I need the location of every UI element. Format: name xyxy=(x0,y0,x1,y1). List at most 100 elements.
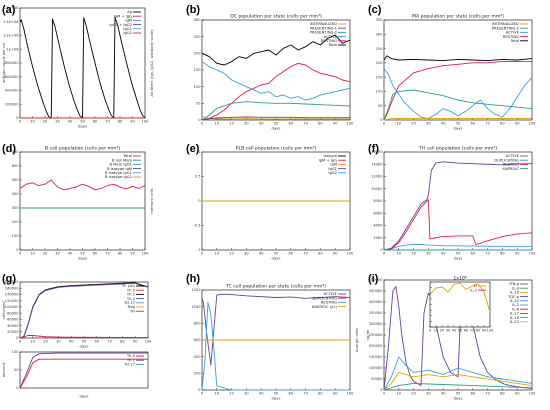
panel-d-ytick-label: 400 xyxy=(12,192,20,196)
panel-d-xtick-label: 70 xyxy=(105,252,110,256)
panel-b-legend-label: Total xyxy=(327,43,337,47)
panel-c-xtick-label: 80 xyxy=(500,122,505,126)
panel-h-xtick-label: 30 xyxy=(244,392,249,396)
panel-b-xtick-label: 100 xyxy=(347,122,355,126)
panel-label: (d) xyxy=(2,143,16,155)
panel-e-ytick-label: 1 xyxy=(198,150,200,154)
panel-h-legend-label: ANERGIC (y2) xyxy=(312,305,338,309)
panel-g-ytick-label: 80000 xyxy=(7,311,19,315)
panel-a-ytick-label: 800000 xyxy=(5,61,19,65)
panel-c-ytick-label: 150 xyxy=(376,75,384,79)
panel-i-inset-title: 1x10⁶ xyxy=(453,276,466,282)
panel-a-ytick-label: 600000 xyxy=(5,75,19,79)
panel-b-ytick-label: 250 xyxy=(194,35,202,39)
panel-i-inset-xtick-label: 20 xyxy=(440,329,445,333)
panel-a-ytick-label: 1.2e+06 xyxy=(3,34,19,38)
panel-i-legend-label: IFN-g xyxy=(509,282,519,286)
panel-g-legend-label: TH xyxy=(129,309,135,313)
panel-d-xtick-label: 30 xyxy=(55,252,60,256)
panel-label: (a) xyxy=(2,4,16,16)
panel-f-xtick-label: 70 xyxy=(485,252,490,256)
panel-i-xtick-label: 20 xyxy=(411,392,416,396)
panel-g: (g) 0 20000 40000 60000 80000 100000 120000 1400… xyxy=(1,273,152,399)
panel-f-legend-label: DUPLICATING xyxy=(494,158,519,162)
panel-a-legend-label: IgM + IgG xyxy=(114,14,132,18)
panel-g-ytick-label: 100000 xyxy=(5,305,19,309)
panel-h-series-active xyxy=(201,293,351,366)
panel-a-xtick-label: 100 xyxy=(142,120,150,124)
panel-e-xtick-label: 50 xyxy=(274,252,279,256)
panel-b-xtick-label: 50 xyxy=(274,122,279,126)
panel-b-legend-label: PRESENTING-2 xyxy=(310,31,337,35)
panel-a: (a) 0 200000 400000 600000 800000 1e+06 1.2e+06… xyxy=(1,4,154,129)
panel-e-ytick-label: 0.5 xyxy=(195,175,201,179)
panel-f-xtick-label: 50 xyxy=(456,252,461,256)
panel-c-xtick-label: 50 xyxy=(456,122,461,126)
panel-d-xtick-label: 0 xyxy=(19,252,22,256)
panel-g-series-th-2 xyxy=(19,282,149,339)
panel-f-title: TH cell population (cells per mm³) xyxy=(418,146,497,152)
panel-b-xtick-label: 30 xyxy=(244,122,249,126)
panel-f-ytick-label: 2000 xyxy=(373,236,383,240)
panel-i-inset-xtick-label: 80 xyxy=(476,329,481,333)
panel-d-ytick-label: 600 xyxy=(12,164,20,168)
panel-c-xtick-label: 20 xyxy=(411,122,416,126)
panel-i-inset-xtick-label: 30 xyxy=(446,329,451,333)
panel-c-legend-label: RESTING xyxy=(503,35,519,39)
panel-d-xtick-label: 60 xyxy=(93,252,98,256)
panel-i-ytick-label: 200000 xyxy=(369,344,383,348)
panel-a-xtick-label: 80 xyxy=(118,120,123,124)
panel-d-ytick-label: 0 xyxy=(16,248,19,252)
panel-h-ytick-label: 1000 xyxy=(191,305,201,309)
panel-e-ytick-label: 0 xyxy=(198,199,201,203)
panel-g-xtick-label: 90 xyxy=(133,340,138,344)
panel-g-ytick-label: 60000 xyxy=(7,318,19,322)
panel-f-legend-label: ANERGIC xyxy=(502,167,519,171)
panel-c-xtick-label: 40 xyxy=(441,122,446,126)
panel-g-inset-legend-label: Th 0 xyxy=(126,354,136,358)
panel-f-legend-label: RESTING xyxy=(503,163,519,167)
panel-c-ytick-label: 350 xyxy=(376,18,384,22)
panel-c-series-presenting-2 xyxy=(383,89,533,121)
panel-i-ytick-label: 400000 xyxy=(369,300,383,304)
panel-f-ytick-label: 12000 xyxy=(371,175,383,179)
panel-a-legend-label: IgG2 xyxy=(123,31,132,35)
panel-h-xlabel: days xyxy=(272,396,281,401)
panel-d-title: B cell population (cells per mm³) xyxy=(45,146,120,152)
panel-g-xtick-label: 0 xyxy=(19,340,22,344)
panel-i-legend-label: IL-23 xyxy=(510,320,520,324)
panel-i-inset-series-d xyxy=(429,282,491,313)
panel-d-legend-label: B isotype IgG1 xyxy=(105,171,132,175)
panel-g-legend-label: Th 2 xyxy=(126,297,135,301)
panel-b-ytick-label: 100 xyxy=(194,85,202,89)
panel-b-legend-label: RESTING xyxy=(321,39,337,43)
panel-i-inset-xtick-label: 70 xyxy=(470,329,475,333)
panel-g-xtick-label: 10 xyxy=(31,340,36,344)
panel-label: (c) xyxy=(368,4,382,16)
panel-a-ytick-label: 0 xyxy=(16,116,19,120)
panel-g-ytick-label: 0 xyxy=(16,336,19,340)
panel-g-xtick-label: 20 xyxy=(43,340,48,344)
panel-i-xtick-label: 80 xyxy=(500,392,505,396)
panel-a-xtick-label: 70 xyxy=(105,120,110,124)
panel-g-ytick-label: 120000 xyxy=(5,299,19,303)
panel-label: (i) xyxy=(368,273,379,285)
panel-h: (h) 0 200 400 600 800 1000 1200 0 10 20 30 40 50 60 70 8… xyxy=(186,273,359,401)
panel-c-series-internalized xyxy=(383,118,532,121)
panel-i-xtick-label: 60 xyxy=(471,392,476,396)
panel-f-xtick-label: 60 xyxy=(471,252,476,256)
panel-a-xtick-label: 0 xyxy=(19,120,22,124)
panel-b-xtick-label: 20 xyxy=(229,122,234,126)
panel-h-ytick-label: 0 xyxy=(198,388,201,392)
panel-a-xtick-label: 20 xyxy=(43,120,48,124)
panel-g-xtick-label: 50 xyxy=(82,340,87,344)
panel-b-ytick-label: 0 xyxy=(198,118,201,122)
panel-g-series-th-0 xyxy=(19,335,149,339)
panel-a-ytick-label: 200000 xyxy=(5,102,19,106)
panel-g-axes-frame xyxy=(19,281,149,339)
panel-b-series-resting xyxy=(201,62,351,121)
panel-b-legend-label: INTERNALIZED xyxy=(310,22,337,26)
panel-b-xtick-label: 60 xyxy=(289,122,294,126)
panel-c-ytick-label: 250 xyxy=(376,47,384,51)
panel-c-ytick-label: 200 xyxy=(376,61,384,65)
